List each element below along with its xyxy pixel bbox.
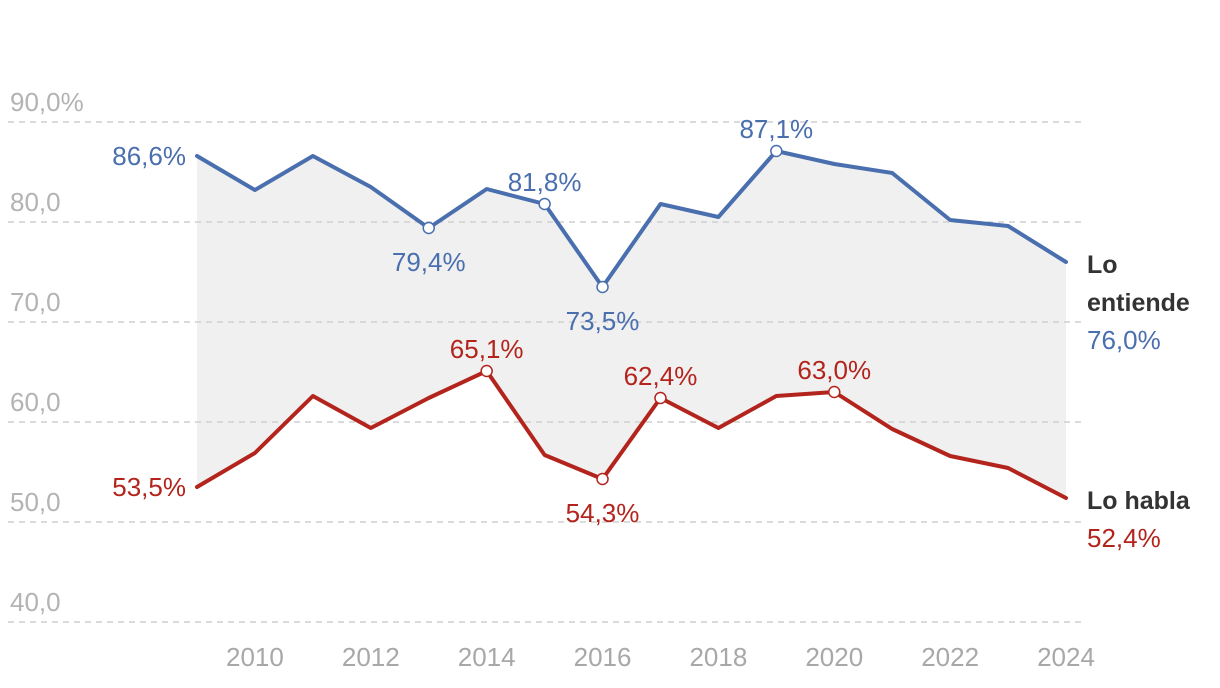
- y-tick-label: 80,0: [10, 187, 61, 217]
- annotation-marker-entiende: [538, 197, 551, 211]
- y-tick-label: 90,0%: [10, 87, 84, 117]
- series-line-entiende: [195, 149, 1068, 289]
- annotation-marker-entiende: [422, 221, 435, 235]
- annotation-marker-habla: [480, 364, 493, 378]
- y-tick-label: 50,0: [10, 487, 61, 517]
- annotation-marker-entiende: [770, 144, 783, 158]
- data-labels: 86,6% 79,4% 81,8% 73,5% 87,1% 53,5% 65,1% 54,3%…: [112, 114, 871, 528]
- final-value-entiende: 76,0%: [1087, 325, 1161, 355]
- data-label-entiende: 86,6%: [112, 141, 186, 171]
- area-between-series: [197, 151, 1066, 498]
- y-tick-label: 40,0: [10, 587, 61, 617]
- data-label-entiende: 81,8%: [508, 167, 582, 197]
- y-axis-ticks: 90,0% 80,0 70,0 60,0 50,0 40,0: [10, 87, 84, 617]
- series-name-habla: Lo habla: [1087, 487, 1191, 515]
- data-label-habla: 62,4%: [624, 361, 698, 391]
- x-tick-label: 2022: [921, 642, 979, 672]
- series-name-entiende: Lo: [1087, 251, 1118, 279]
- x-axis-ticks: 2010 2012 2014 2016 2018 2020 2022 2024: [226, 642, 1095, 672]
- x-tick-label: 2024: [1037, 642, 1095, 672]
- y-tick-label: 60,0: [10, 387, 61, 417]
- y-tick-label: 70,0: [10, 287, 61, 317]
- point-markers: [422, 144, 841, 486]
- data-label-habla: 54,3%: [566, 498, 640, 528]
- data-label-entiende: 79,4%: [392, 247, 466, 277]
- series-end-labels: Lo entiende 76,0% Lo habla 52,4%: [1087, 251, 1191, 553]
- data-label-habla: 65,1%: [450, 334, 524, 364]
- final-value-habla: 52,4%: [1087, 523, 1161, 553]
- annotation-marker-entiende: [596, 280, 609, 294]
- annotation-marker-habla: [654, 391, 667, 405]
- x-tick-label: 2018: [689, 642, 747, 672]
- band-layer: [197, 151, 1066, 498]
- data-label-habla: 53,5%: [112, 472, 186, 502]
- x-tick-label: 2020: [805, 642, 863, 672]
- annotation-marker-habla: [596, 472, 609, 486]
- data-label-entiende: 87,1%: [739, 114, 813, 144]
- annotation-marker-habla: [828, 385, 841, 399]
- x-tick-label: 2012: [342, 642, 400, 672]
- series-name-entiende: entiende: [1087, 289, 1190, 317]
- gridlines: [8, 121, 1086, 623]
- x-tick-label: 2016: [574, 642, 632, 672]
- x-tick-label: 2010: [226, 642, 284, 672]
- data-label-habla: 63,0%: [797, 355, 871, 385]
- series-lines: [195, 149, 1068, 500]
- x-tick-label: 2014: [458, 642, 516, 672]
- series-line-habla: [195, 369, 1068, 500]
- data-label-entiende: 73,5%: [566, 306, 640, 336]
